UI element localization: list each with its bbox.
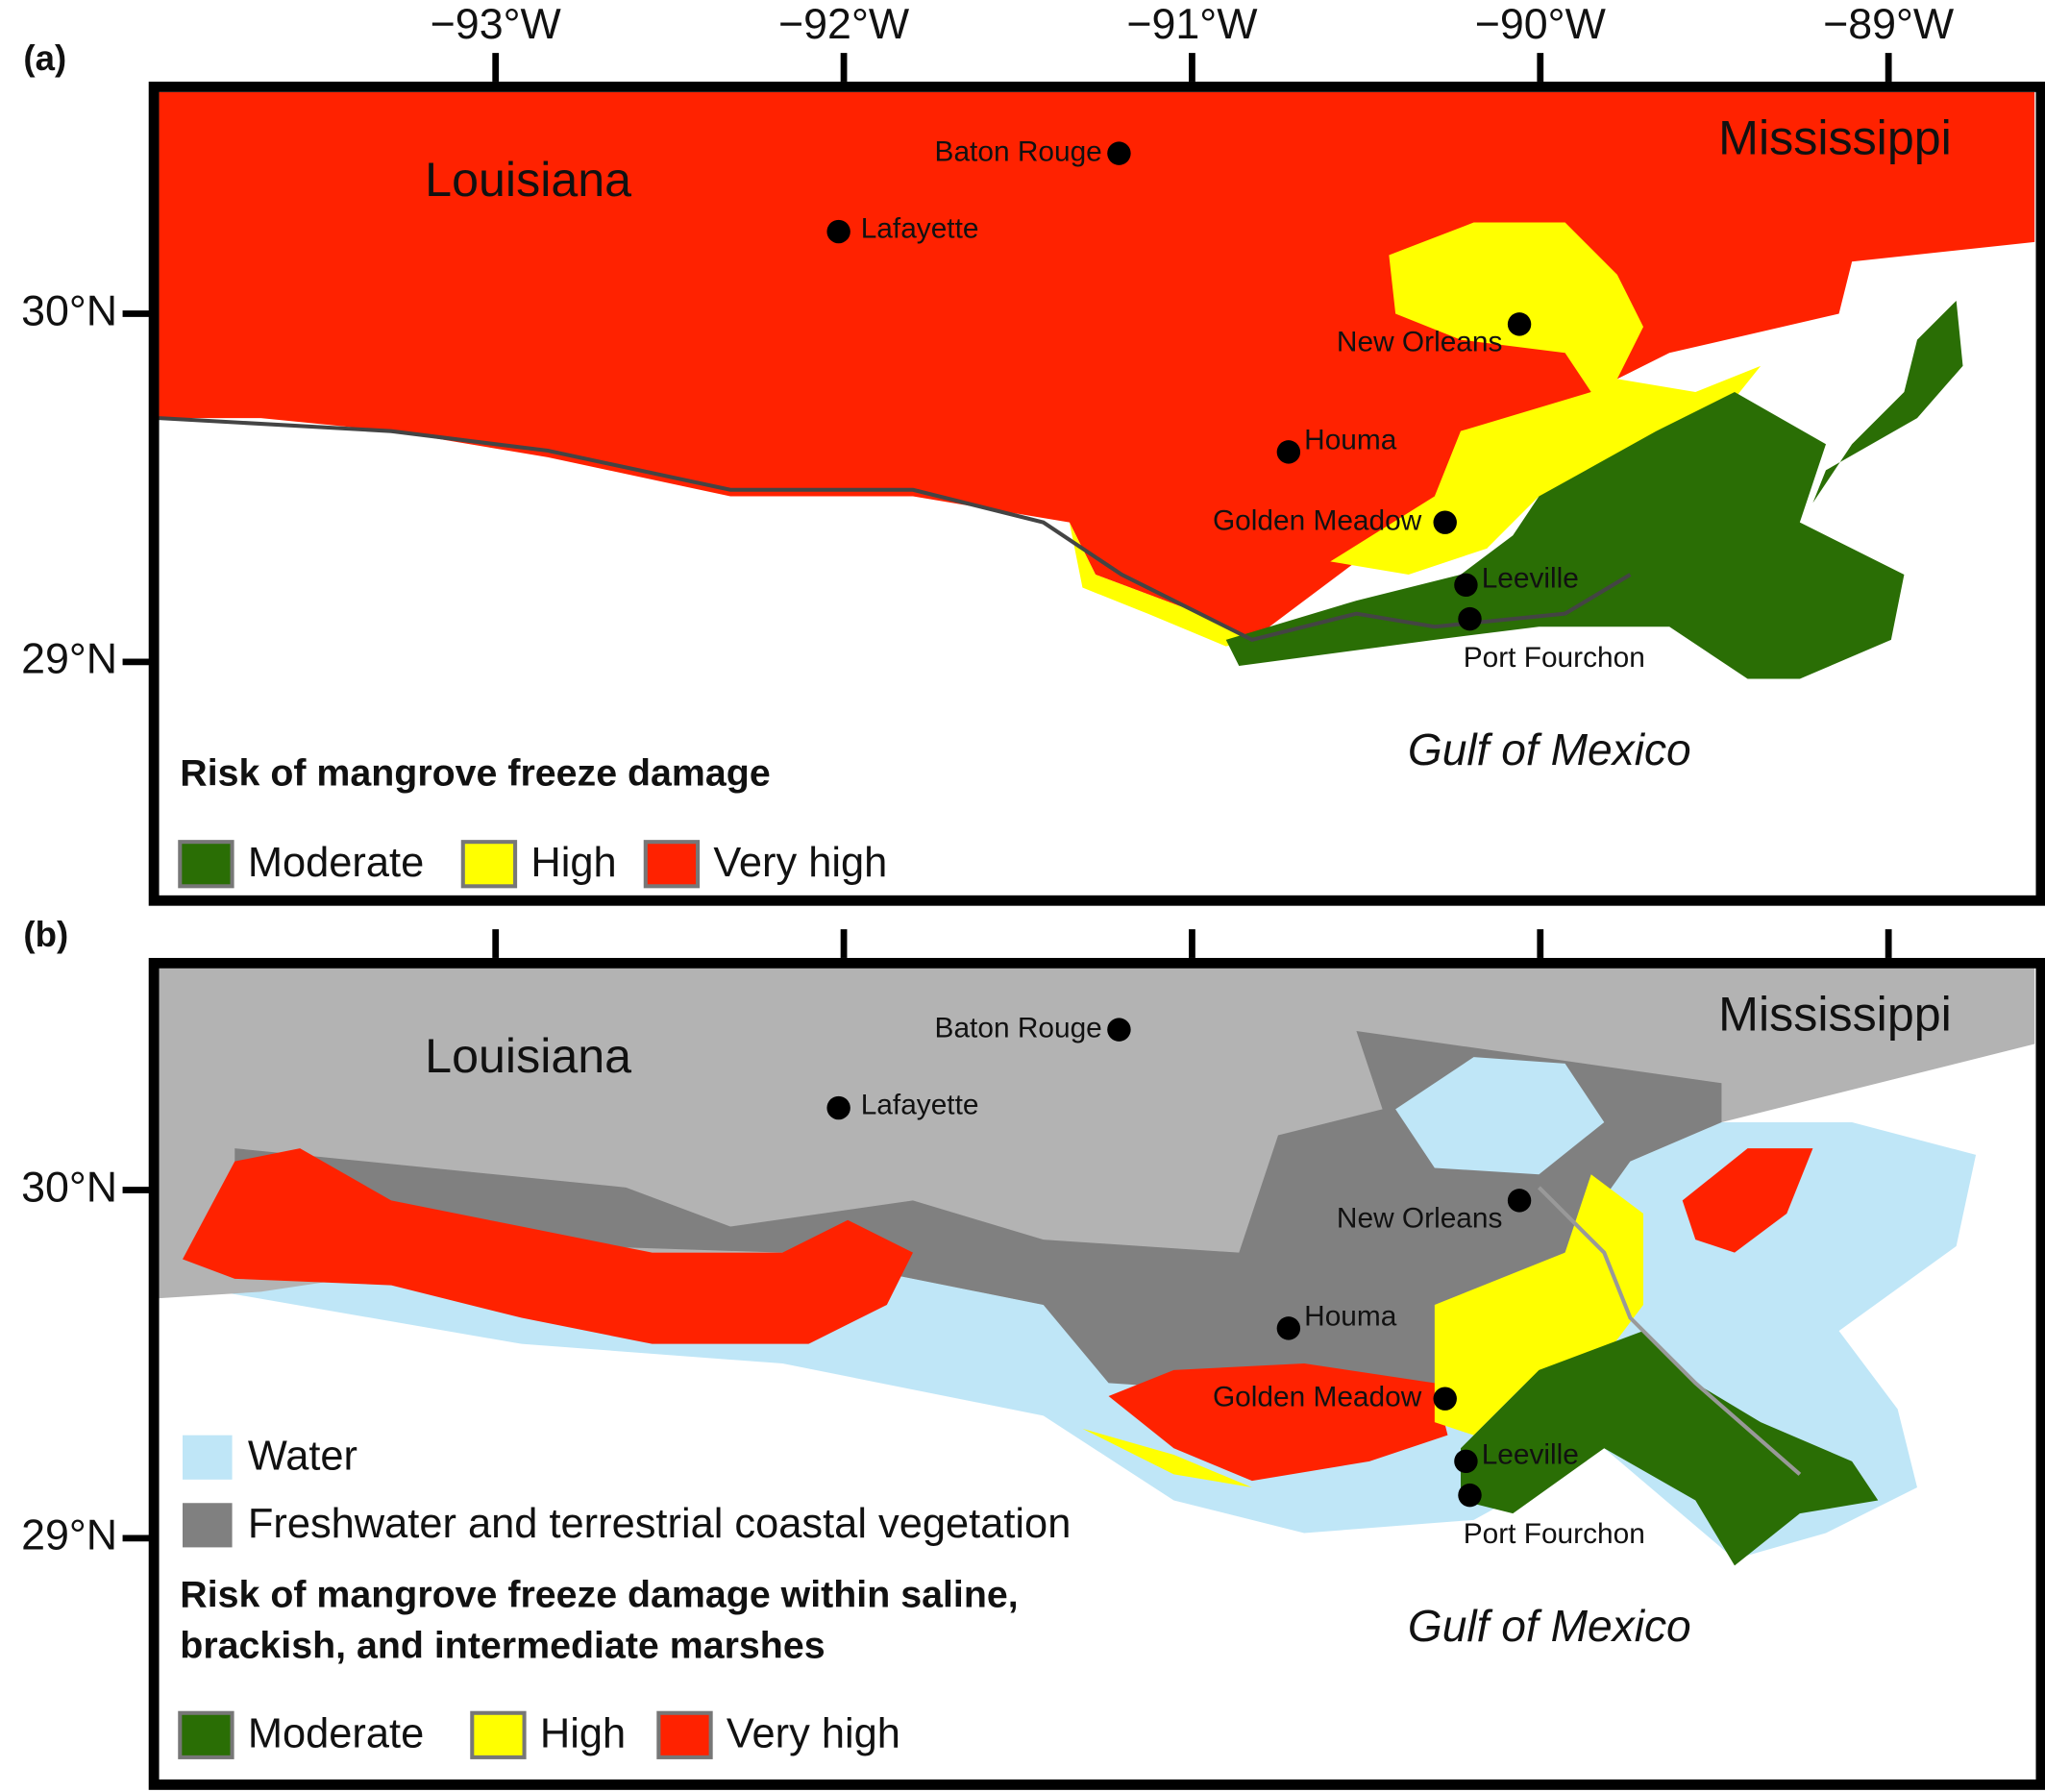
city-dot — [1276, 1316, 1301, 1340]
legend-swatch — [183, 1503, 233, 1548]
city-label: Port Fourchon — [1464, 642, 1645, 674]
lat-tick-label: 29°N — [21, 1511, 117, 1559]
legend-label: Very high — [713, 840, 887, 886]
city-dot — [1458, 1483, 1482, 1508]
panel-frame — [148, 957, 2045, 1790]
legend-label: High — [530, 840, 616, 886]
legend-label: High — [540, 1711, 626, 1757]
legend-swatch — [183, 1435, 233, 1480]
city-label: Houma — [1304, 424, 1397, 455]
lon-tick-label: −90°W — [1475, 0, 1607, 48]
state-label: Mississippi — [1718, 988, 1952, 1042]
sea-label: Gulf of Mexico — [1408, 724, 1691, 774]
city-dot — [1433, 510, 1457, 534]
city-label: Baton Rouge — [935, 1012, 1102, 1043]
legend-swatch — [178, 1710, 234, 1759]
city-label: Leeville — [1482, 562, 1579, 594]
city-label: Port Fourchon — [1464, 1518, 1645, 1550]
sea-label: Gulf of Mexico — [1408, 1601, 1691, 1651]
city-label: New Orleans — [1337, 327, 1503, 358]
lon-tick-label: −89°W — [1823, 0, 1955, 48]
city-dot — [1107, 1018, 1131, 1042]
panel-a-map — [154, 86, 2041, 901]
city-label: Leeville — [1482, 1438, 1579, 1470]
state-label: Louisiana — [425, 153, 631, 207]
lat-tick-label: 30°N — [21, 286, 117, 334]
city-label: Lafayette — [861, 1090, 979, 1121]
legend-label: Very high — [727, 1711, 900, 1757]
city-dot — [1507, 312, 1532, 336]
legend-swatch — [460, 840, 518, 889]
city-label: Golden Meadow — [1213, 505, 1422, 537]
city-dot — [1454, 1449, 1478, 1474]
city-label: New Orleans — [1337, 1203, 1503, 1235]
city-dot — [1433, 1387, 1457, 1411]
state-label: Louisiana — [425, 1029, 631, 1083]
legend-swatch — [656, 1710, 713, 1759]
city-dot — [826, 1095, 850, 1120]
overlay: (a) −93°W −92°W −91°W −90°W −89°W 30°N 29°N Loui… — [21, 0, 2045, 1790]
city-dot — [826, 219, 850, 244]
legend-swatch — [178, 840, 234, 889]
city-dot — [1276, 440, 1301, 464]
legend-label: Water — [248, 1434, 357, 1480]
lat-tick-label: 29°N — [21, 635, 117, 683]
city-dot — [1107, 141, 1131, 165]
legend-title: Risk of mangrove freeze damage within sa… — [180, 1573, 1018, 1615]
legend-swatch — [470, 1710, 527, 1759]
panel-b-map — [154, 963, 2041, 1785]
lat-tick-label: 30°N — [21, 1163, 117, 1211]
city-label: Golden Meadow — [1213, 1382, 1422, 1413]
legend-label: Moderate — [248, 1711, 424, 1757]
panel-label: (b) — [23, 915, 68, 954]
lon-tick-label: −91°W — [1126, 0, 1258, 48]
city-dot — [1458, 606, 1482, 631]
city-label: Baton Rouge — [935, 135, 1102, 167]
panel-frame — [148, 81, 2045, 906]
legend-title: Risk of mangrove freeze damage — [180, 751, 770, 794]
legend-label: Moderate — [248, 840, 424, 886]
legend-swatch — [643, 840, 701, 889]
city-label: Houma — [1304, 1300, 1397, 1332]
panel-label: (a) — [23, 38, 66, 78]
lon-tick-label: −93°W — [431, 0, 562, 48]
city-dot — [1507, 1189, 1532, 1213]
legend-label: Freshwater and terrestrial coastal veget… — [248, 1501, 1072, 1547]
lon-tick-label: −92°W — [778, 0, 910, 48]
city-dot — [1454, 573, 1478, 598]
legend-title: brackish, and intermediate marshes — [180, 1624, 825, 1666]
city-label: Lafayette — [861, 213, 979, 245]
state-label: Mississippi — [1718, 111, 1952, 165]
